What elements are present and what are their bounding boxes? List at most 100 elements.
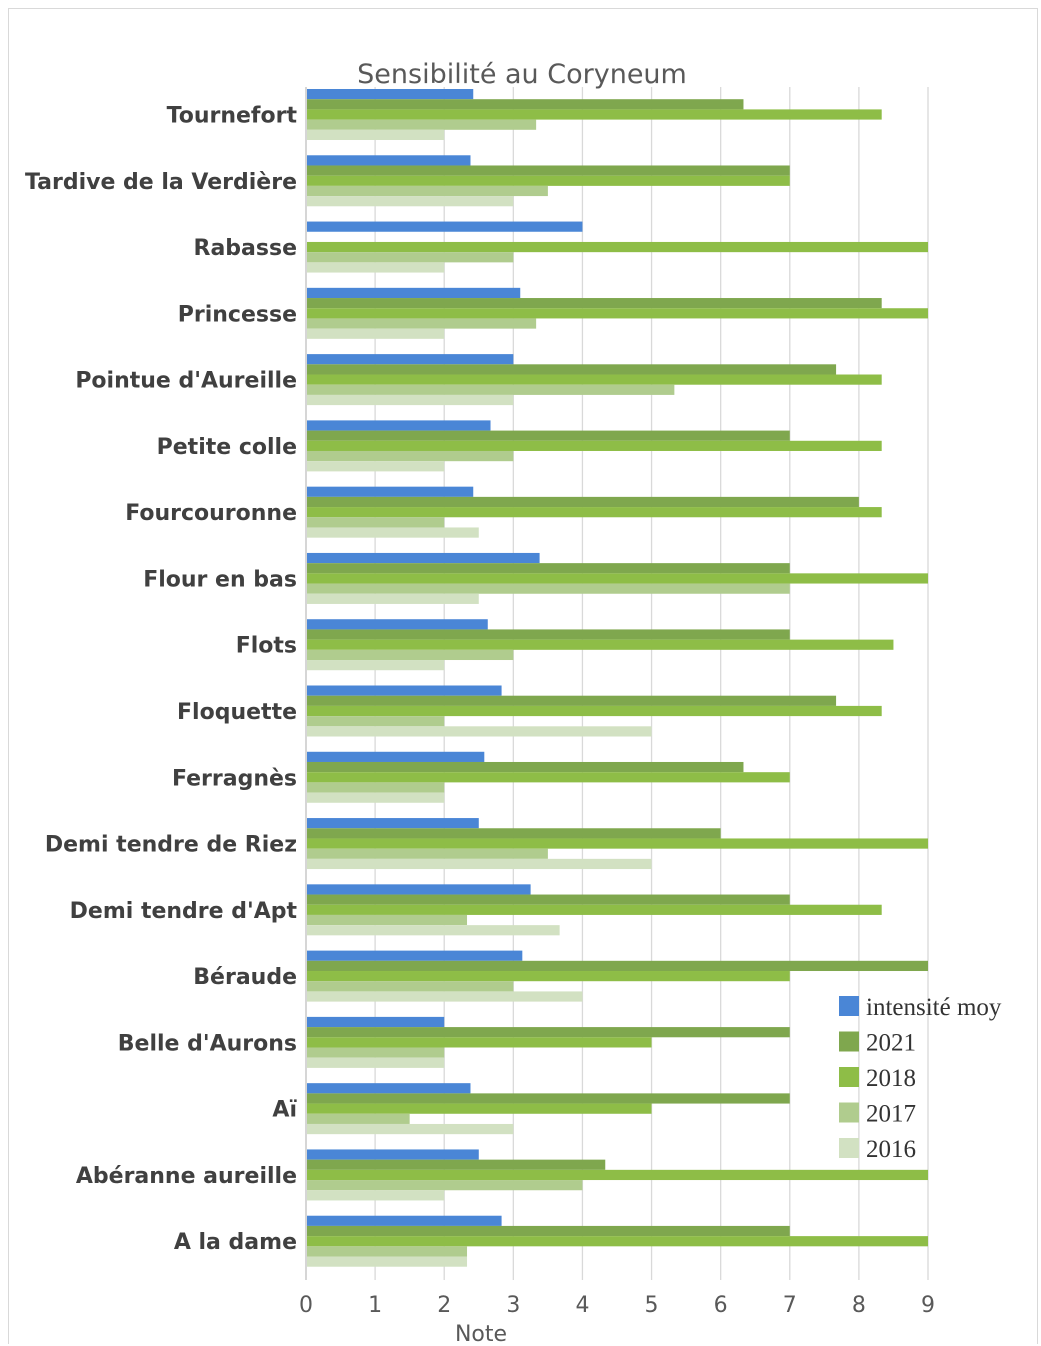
bar-2018: [307, 1037, 652, 1048]
category-label: Rabasse: [194, 236, 298, 261]
bar-2018: [307, 1236, 928, 1247]
bar-2016: [307, 726, 652, 737]
legend-label: 2016: [866, 1136, 916, 1163]
category-label: Béraude: [193, 965, 297, 990]
bar-intensité-moy: [307, 486, 474, 497]
bar-2016: [307, 660, 445, 671]
category-label: Abéranne aureille: [76, 1164, 297, 1189]
x-tick-label: 2: [437, 1293, 451, 1318]
bar-2021: [307, 364, 837, 375]
bar-2016: [307, 527, 479, 538]
bar-2016: [307, 394, 514, 406]
bar-2017: [307, 119, 537, 130]
bar-intensité-moy: [307, 354, 514, 365]
bar-2018: [307, 573, 928, 584]
category-label: Flots: [236, 634, 297, 659]
x-tick-label: 9: [921, 1293, 935, 1318]
bar-2021: [307, 430, 790, 441]
bar-intensité-moy: [307, 552, 540, 564]
x-tick-label: 8: [852, 1293, 866, 1318]
bar-2017: [307, 1180, 583, 1191]
x-tick-label: 3: [506, 1293, 520, 1318]
bars-group: [307, 89, 928, 1267]
bar-2017: [307, 1246, 468, 1257]
bar-2018: [307, 440, 882, 451]
legend-label: intensité moy: [866, 994, 1002, 1021]
category-label: Ferragnès: [172, 766, 297, 791]
chart-title: Sensibilité au Coryneum: [357, 59, 687, 90]
bar-2017: [307, 914, 468, 926]
bar-2021: [307, 828, 721, 839]
category-label: Tournefort: [167, 104, 298, 129]
bar-2017: [307, 517, 445, 528]
category-label: Demi tendre de Riez: [45, 833, 297, 858]
bar-2017: [307, 782, 445, 793]
bar-2021: [307, 298, 882, 309]
bar-intensité-moy: [307, 685, 502, 696]
bar-2021: [307, 695, 837, 706]
category-label: Flour en bas: [143, 567, 297, 592]
category-label: Petite colle: [157, 435, 297, 460]
bar-2021: [307, 1027, 790, 1038]
bar-2016: [307, 925, 560, 936]
bar-2021: [307, 761, 744, 773]
bar-2021: [307, 1159, 606, 1170]
bar-2017: [307, 384, 675, 395]
bar-2021: [307, 563, 790, 574]
legend-swatch: [839, 1138, 859, 1158]
bar-2017: [307, 450, 514, 462]
category-labels: Tournefort Tardive de la Verdière Rabasse P…: [25, 104, 298, 1256]
legend-swatch: [839, 1102, 859, 1123]
bar-2018: [307, 374, 882, 385]
bar-intensité-moy: [307, 155, 471, 166]
bar-2018: [307, 971, 790, 982]
x-tick-labels: 0 1 2 3 4 5 6 7 8 9: [299, 1293, 935, 1318]
legend-swatch: [839, 1067, 859, 1087]
legend-swatch: [839, 1031, 859, 1052]
category-label: Pointue d'Aureille: [75, 369, 297, 394]
bar-2018: [307, 1103, 652, 1114]
bar-2021: [307, 1093, 790, 1104]
bar-2016: [307, 1190, 445, 1201]
bar-2018: [307, 109, 882, 120]
x-tick-label: 7: [783, 1293, 797, 1318]
bar-intensité-moy: [307, 89, 474, 100]
legend-label: 2021: [866, 1030, 916, 1057]
bar-2018: [307, 639, 894, 650]
x-tick-label: 4: [575, 1293, 589, 1318]
chart-frame: [8, 8, 1038, 1344]
bar-2016: [307, 129, 445, 140]
x-tick-label: 5: [645, 1293, 659, 1318]
bar-intensité-moy: [307, 884, 531, 895]
bar-2021: [307, 629, 790, 640]
bar-intensité-moy: [307, 420, 491, 431]
bar-2017: [307, 848, 548, 859]
bar-2016: [307, 461, 445, 472]
category-label: Fourcouronne: [125, 501, 297, 526]
x-tick-label: 1: [368, 1293, 382, 1318]
bar-intensité-moy: [307, 1083, 471, 1094]
category-label: A la dame: [174, 1230, 297, 1255]
bar-intensité-moy: [307, 950, 523, 961]
bar-2017: [307, 649, 514, 661]
bar-2017: [307, 1113, 410, 1124]
bar-2018: [307, 507, 882, 518]
bar-2017: [307, 185, 548, 197]
bar-2016: [307, 792, 445, 803]
bar-2018: [307, 175, 790, 186]
legend-label: 2018: [866, 1065, 916, 1092]
bar-intensité-moy: [307, 221, 583, 232]
legend-swatch: [839, 996, 859, 1016]
bar-intensité-moy: [307, 287, 521, 299]
bar-2018: [307, 772, 790, 783]
category-label: Belle d'Aurons: [118, 1031, 297, 1056]
bar-intensité-moy: [307, 619, 488, 630]
category-label: Aï: [272, 1098, 297, 1123]
x-tick-label: 0: [299, 1293, 313, 1318]
x-tick-label: 6: [714, 1293, 728, 1318]
bar-intensité-moy: [307, 1016, 445, 1028]
bar-2021: [307, 99, 744, 110]
bar-2021: [307, 960, 928, 972]
bar-2018: [307, 838, 928, 849]
category-label: Floquette: [177, 700, 297, 725]
